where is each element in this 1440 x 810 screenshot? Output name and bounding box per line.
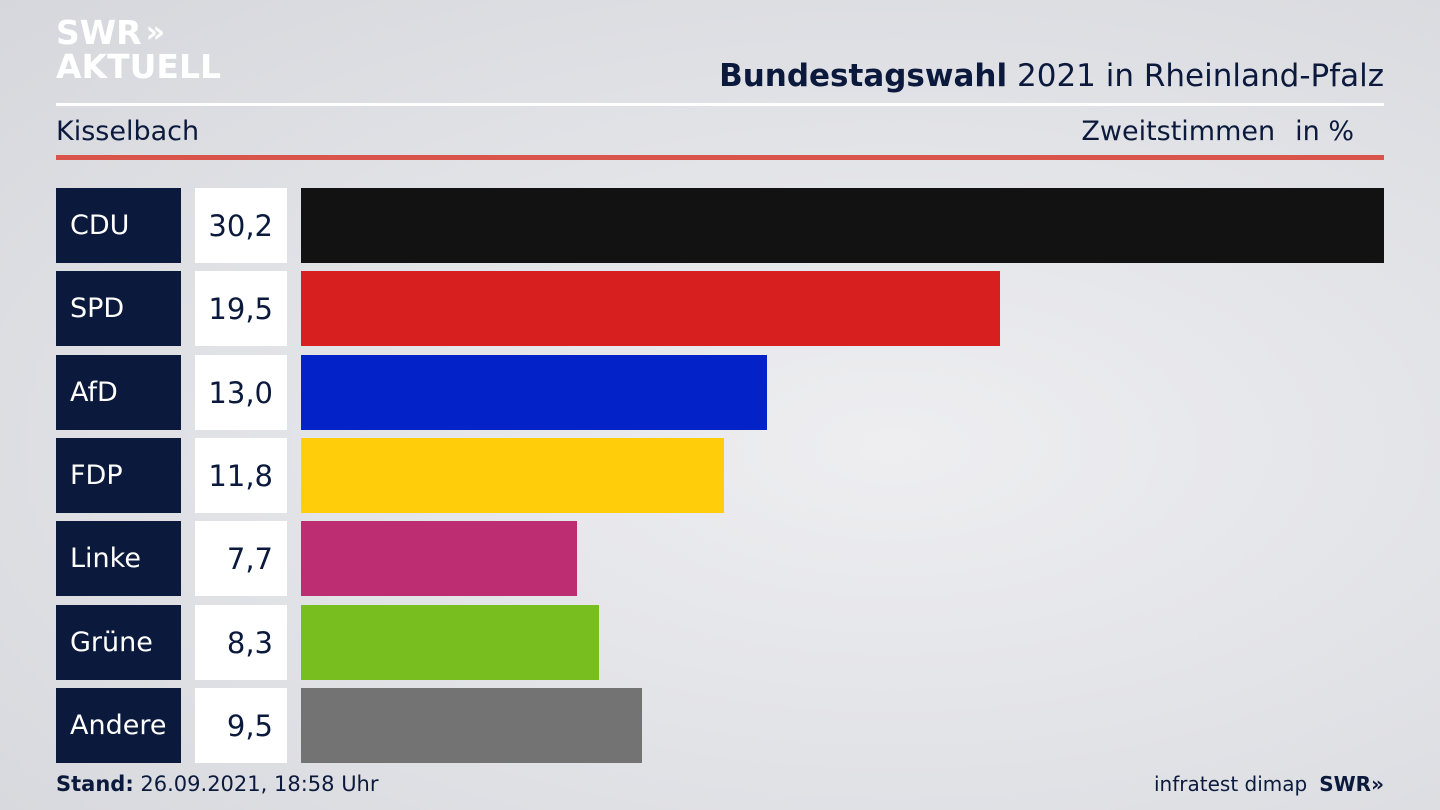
bar xyxy=(301,271,1000,346)
source-credit: infratest dimap SWR» xyxy=(1154,772,1384,796)
bar xyxy=(301,438,724,513)
party-label: FDP xyxy=(56,438,181,513)
source-text: infratest dimap xyxy=(1154,772,1308,796)
footer-swr-logo: SWR» xyxy=(1319,772,1384,796)
measure-label: Zweitstimmen in % xyxy=(1081,116,1354,147)
bar xyxy=(301,688,642,763)
value-label: 19,5 xyxy=(195,271,287,346)
bar-row: FDP 11,8 xyxy=(56,438,1384,513)
value-label: 11,8 xyxy=(195,438,287,513)
measure-text: Zweitstimmen xyxy=(1081,116,1276,147)
stand-label: Stand: xyxy=(56,772,134,796)
value-label: 9,5 xyxy=(195,688,287,763)
value-label: 8,3 xyxy=(195,605,287,680)
bar xyxy=(301,605,599,680)
bar xyxy=(301,188,1384,263)
footer-swr-text: SWR xyxy=(1319,772,1372,796)
stand-value: 26.09.2021, 18:58 Uhr xyxy=(140,772,379,796)
party-label: SPD xyxy=(56,271,181,346)
bar-row: Andere 9,5 xyxy=(56,688,1384,763)
bar-row: SPD 19,5 xyxy=(56,271,1384,346)
logo-chevrons-icon: » xyxy=(145,15,166,50)
header-divider xyxy=(56,155,1384,160)
bar-row: CDU 30,2 xyxy=(56,188,1384,263)
bar-row: AfD 13,0 xyxy=(56,355,1384,430)
logo-aktuell-text: AKTUELL xyxy=(56,47,222,86)
title-divider xyxy=(56,103,1384,106)
title-rest: 2021 in Rheinland-Pfalz xyxy=(1017,58,1384,94)
party-label: CDU xyxy=(56,188,181,263)
party-label: AfD xyxy=(56,355,181,430)
party-label: Andere xyxy=(56,688,181,763)
bar xyxy=(301,521,577,596)
unit-text: in % xyxy=(1295,116,1354,147)
footer-chevrons-icon: » xyxy=(1371,772,1384,796)
location-label: Kisselbach xyxy=(56,116,200,147)
bar-row: Grüne 8,3 xyxy=(56,605,1384,680)
party-label: Linke xyxy=(56,521,181,596)
title-bold: Bundestagswahl xyxy=(719,58,1008,94)
value-label: 7,7 xyxy=(195,521,287,596)
bar xyxy=(301,355,767,430)
bar-row: Linke 7,7 xyxy=(56,521,1384,596)
value-label: 30,2 xyxy=(195,188,287,263)
value-label: 13,0 xyxy=(195,355,287,430)
timestamp: Stand: 26.09.2021, 18:58 Uhr xyxy=(56,772,379,796)
logo-swr-text: SWR xyxy=(56,13,142,52)
chart-title: Bundestagswahl 2021 in Rheinland-Pfalz xyxy=(719,58,1384,94)
swr-aktuell-logo: SWR » AKTUELL xyxy=(56,16,221,84)
party-label: Grüne xyxy=(56,605,181,680)
